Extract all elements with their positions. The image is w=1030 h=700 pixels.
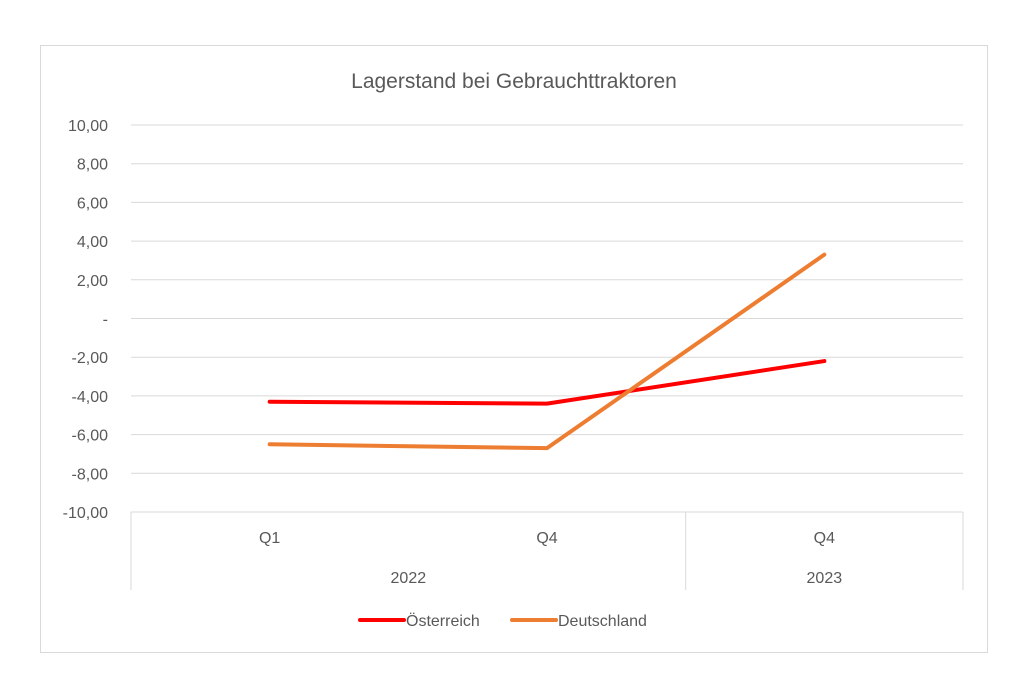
y-tick-label: -4,00	[72, 389, 109, 406]
chart-frame	[40, 45, 988, 653]
x-group-label: 2022	[391, 570, 427, 587]
x-tick-label: Q1	[259, 530, 280, 547]
y-tick-label: -10,00	[63, 505, 108, 522]
x-group-label: 2023	[807, 570, 843, 587]
legend-label: Österreich	[406, 612, 480, 630]
y-tick-label: 2,00	[77, 273, 108, 290]
y-axis-ticks: 10,00 8,00 6,00 4,00 2,00 - -2,00 -4,00 -6,00 -8,…	[63, 118, 108, 522]
x-axis: Q1 Q4 Q4 2022 2023	[130, 512, 964, 590]
y-tick-label: 4,00	[77, 234, 108, 251]
y-tick-label: 10,00	[68, 118, 108, 135]
legend: Österreich Deutschland	[358, 612, 647, 630]
grid-layer	[131, 124, 963, 513]
y-tick-label: 8,00	[77, 157, 108, 174]
y-tick-label: -6,00	[72, 428, 109, 445]
legend-label: Deutschland	[558, 613, 647, 630]
y-tick-label: -8,00	[72, 466, 109, 483]
chart-title: Lagerstand bei Gebrauchttraktoren	[351, 70, 677, 93]
series-line	[267, 252, 827, 451]
x-tick-label: Q4	[536, 530, 557, 547]
y-tick-label: -2,00	[72, 350, 109, 367]
series-layer	[267, 252, 827, 451]
y-tick-label: 6,00	[77, 195, 108, 212]
series-line	[267, 359, 827, 406]
y-tick-label: -	[103, 312, 108, 329]
x-tick-label: Q4	[814, 530, 835, 547]
